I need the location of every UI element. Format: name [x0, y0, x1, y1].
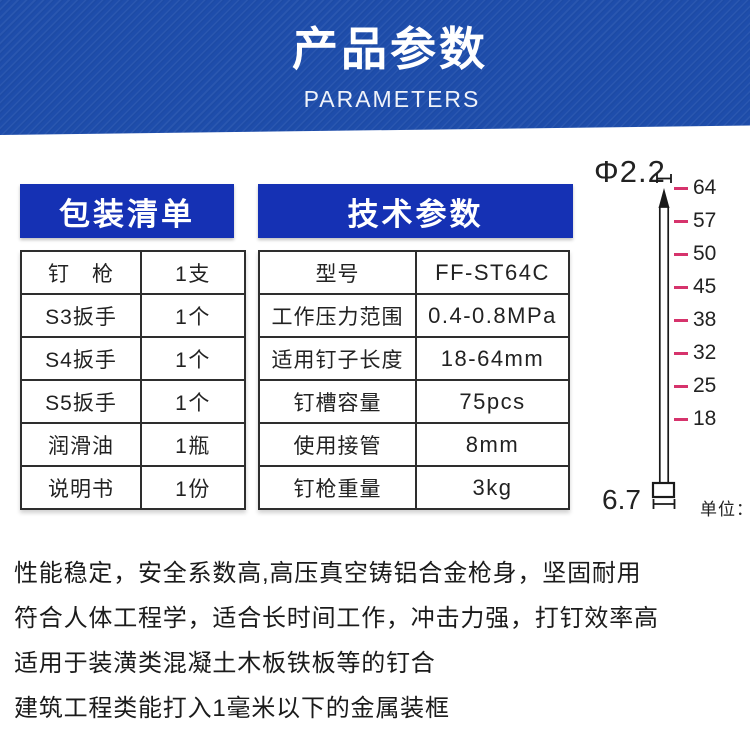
- item-qty: 1瓶: [175, 434, 211, 458]
- packing-list-header: 包装清单: [20, 184, 234, 238]
- nail-head-width-label: 6.7: [602, 484, 641, 515]
- item-qty: 1个: [175, 305, 211, 329]
- item-name: 钉 枪: [22, 252, 142, 293]
- item-name: S4扳手: [22, 338, 142, 379]
- length-tick-label: 38: [693, 308, 717, 331]
- length-tick-label: 50: [693, 242, 717, 265]
- length-tick-label: 57: [693, 209, 717, 232]
- tick-mark: [674, 187, 688, 190]
- param-name: 钉枪重量: [260, 467, 417, 508]
- length-tick-label: 32: [693, 341, 717, 364]
- param-value: 3kg: [472, 474, 513, 500]
- tick-mark: [674, 385, 688, 388]
- param-value: 18-64mm: [440, 345, 545, 371]
- length-tick-label: 64: [693, 176, 717, 199]
- banner: 产品参数 PARAMETERS: [0, 0, 750, 135]
- param-value: 75pcs: [459, 388, 526, 414]
- description-line: 建筑工程类能打入1毫米以下的金属装框: [14, 695, 450, 722]
- length-tick-label: 18: [693, 407, 717, 430]
- table-row: 钉枪重量 3kg: [260, 467, 568, 508]
- item-name: 润滑油: [22, 424, 142, 465]
- tick-mark: [674, 319, 688, 322]
- page-subtitle: PARAMETERS: [303, 86, 481, 112]
- nail-size-diagram: Φ2.2 64 57 50 45 38 32 25 18 6.7 单位：: [590, 150, 750, 530]
- nail-illustration: [651, 174, 676, 509]
- item-qty: 1个: [175, 348, 211, 372]
- item-name: S3扳手: [22, 295, 142, 336]
- table-row: 使用接管 8mm: [260, 424, 568, 467]
- tick-mark: [674, 286, 688, 289]
- table-row: S3扳手 1个: [22, 295, 244, 338]
- item-qty: 1支: [175, 262, 211, 286]
- param-name: 型号: [260, 252, 417, 293]
- tick-mark: [674, 253, 688, 256]
- table-row: 适用钉子长度 18-64mm: [260, 338, 568, 381]
- description-line: 符合人体工程学，适合长时间工作，冲击力强，打钉效率高: [14, 605, 659, 632]
- page-title: 产品参数: [292, 23, 488, 75]
- table-row: S5扳手 1个: [22, 381, 244, 424]
- unit-label: 单位：mm: [700, 500, 750, 519]
- param-name: 钉槽容量: [260, 381, 417, 422]
- table-row: S4扳手 1个: [22, 338, 244, 381]
- tick-mark: [674, 220, 688, 223]
- description-line: 适用于装潢类混凝土木板铁板等的钉合: [14, 650, 436, 677]
- param-value: 0.4-0.8MPa: [428, 302, 557, 328]
- diameter-bracket: [656, 174, 672, 183]
- param-value: FF-ST64C: [435, 259, 550, 285]
- tech-params-header: 技术参数: [258, 184, 573, 238]
- length-tick-label: 45: [693, 275, 717, 298]
- param-name: 适用钉子长度: [260, 338, 417, 379]
- tick-mark: [674, 418, 688, 421]
- item-name: 说明书: [22, 467, 142, 508]
- item-qty: 1个: [175, 391, 211, 415]
- nail-head: [651, 481, 676, 499]
- param-name: 工作压力范围: [260, 295, 417, 336]
- param-value: 8mm: [465, 431, 520, 457]
- nail-tip: [658, 188, 670, 208]
- tech-params-table: 型号 FF-ST64C 工作压力范围 0.4-0.8MPa 适用钉子长度 18-…: [258, 250, 570, 510]
- nail-shaft: [658, 206, 670, 484]
- tick-mark: [674, 352, 688, 355]
- table-row: 工作压力范围 0.4-0.8MPa: [260, 295, 568, 338]
- table-row: 钉槽容量 75pcs: [260, 381, 568, 424]
- table-row: 钉 枪 1支: [22, 252, 244, 295]
- item-name: S5扳手: [22, 381, 142, 422]
- table-row: 说明书 1份: [22, 467, 244, 508]
- product-description: 性能稳定，安全系数高,高压真空铸铝合金枪身，坚固耐用 符合人体工程学，适合长时间…: [14, 551, 659, 731]
- packing-list-table: 钉 枪 1支 S3扳手 1个 S4扳手 1个 S5扳手 1个 润滑油 1瓶 说明…: [20, 250, 246, 510]
- table-row: 型号 FF-ST64C: [260, 252, 568, 295]
- head-width-bracket: [652, 499, 676, 509]
- description-line: 性能稳定，安全系数高,高压真空铸铝合金枪身，坚固耐用: [14, 560, 642, 587]
- param-name: 使用接管: [260, 424, 417, 465]
- item-qty: 1份: [175, 477, 211, 501]
- nail-diameter-label: Φ2.2: [594, 154, 666, 189]
- length-tick-label: 25: [693, 374, 717, 397]
- table-row: 润滑油 1瓶: [22, 424, 244, 467]
